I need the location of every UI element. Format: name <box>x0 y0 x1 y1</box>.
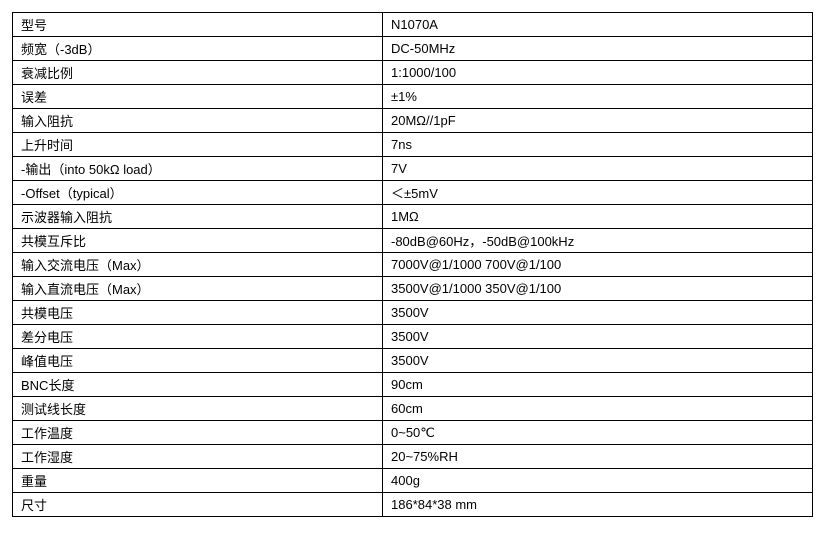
spec-value: 20~75%RH <box>383 445 813 469</box>
spec-label: 共模互斥比 <box>13 229 383 253</box>
spec-value: ±1% <box>383 85 813 109</box>
table-row: 输入阻抗 20MΩ//1pF <box>13 109 813 133</box>
spec-label: BNC长度 <box>13 373 383 397</box>
table-row: 频宽（-3dB） DC-50MHz <box>13 37 813 61</box>
table-row: 上升时间 7ns <box>13 133 813 157</box>
spec-value: 3500V <box>383 301 813 325</box>
spec-label: 误差 <box>13 85 383 109</box>
table-row: 输入交流电压（Max） 7000V@1/1000 700V@1/100 <box>13 253 813 277</box>
table-row: -输出（into 50kΩ load） 7V <box>13 157 813 181</box>
spec-label: 输入阻抗 <box>13 109 383 133</box>
spec-label: 尺寸 <box>13 493 383 517</box>
table-row: 输入直流电压（Max） 3500V@1/1000 350V@1/100 <box>13 277 813 301</box>
spec-label: 峰值电压 <box>13 349 383 373</box>
table-row: 示波器输入阻抗 1MΩ <box>13 205 813 229</box>
spec-value: 1:1000/100 <box>383 61 813 85</box>
spec-value: 0~50℃ <box>383 421 813 445</box>
spec-label: 工作湿度 <box>13 445 383 469</box>
spec-label: 频宽（-3dB） <box>13 37 383 61</box>
spec-value: 1MΩ <box>383 205 813 229</box>
spec-value: DC-50MHz <box>383 37 813 61</box>
spec-value: 20MΩ//1pF <box>383 109 813 133</box>
table-row: -Offset（typical） ＜±5mV <box>13 181 813 205</box>
table-row: 峰值电压 3500V <box>13 349 813 373</box>
spec-value: -80dB@60Hz，-50dB@100kHz <box>383 229 813 253</box>
spec-label: 衰减比例 <box>13 61 383 85</box>
spec-value: 3500V@1/1000 350V@1/100 <box>383 277 813 301</box>
spec-value: 60cm <box>383 397 813 421</box>
table-row: BNC长度 90cm <box>13 373 813 397</box>
spec-label: 型号 <box>13 13 383 37</box>
table-row: 工作温度 0~50℃ <box>13 421 813 445</box>
table-row: 测试线长度 60cm <box>13 397 813 421</box>
spec-label: 差分电压 <box>13 325 383 349</box>
spec-value: 3500V <box>383 349 813 373</box>
spec-value: 90cm <box>383 373 813 397</box>
table-row: 重量 400g <box>13 469 813 493</box>
spec-value: 3500V <box>383 325 813 349</box>
table-row: 共模互斥比 -80dB@60Hz，-50dB@100kHz <box>13 229 813 253</box>
table-row: 型号 N1070A <box>13 13 813 37</box>
table-row: 误差 ±1% <box>13 85 813 109</box>
spec-value: 7V <box>383 157 813 181</box>
spec-label: -输出（into 50kΩ load） <box>13 157 383 181</box>
spec-value: 186*84*38 mm <box>383 493 813 517</box>
spec-value: 7ns <box>383 133 813 157</box>
table-row: 衰减比例 1:1000/100 <box>13 61 813 85</box>
spec-label: 上升时间 <box>13 133 383 157</box>
spec-label: 共模电压 <box>13 301 383 325</box>
spec-label: 输入直流电压（Max） <box>13 277 383 301</box>
spec-value: N1070A <box>383 13 813 37</box>
spec-value: ＜±5mV <box>383 181 813 205</box>
spec-label: 工作温度 <box>13 421 383 445</box>
table-row: 差分电压 3500V <box>13 325 813 349</box>
spec-label: 输入交流电压（Max） <box>13 253 383 277</box>
spec-label: 重量 <box>13 469 383 493</box>
spec-table-body: 型号 N1070A 频宽（-3dB） DC-50MHz 衰减比例 1:1000/… <box>13 13 813 517</box>
table-row: 尺寸 186*84*38 mm <box>13 493 813 517</box>
table-row: 共模电压 3500V <box>13 301 813 325</box>
spec-value: 7000V@1/1000 700V@1/100 <box>383 253 813 277</box>
spec-label: 测试线长度 <box>13 397 383 421</box>
spec-label: -Offset（typical） <box>13 181 383 205</box>
spec-table: 型号 N1070A 频宽（-3dB） DC-50MHz 衰减比例 1:1000/… <box>12 12 813 517</box>
spec-label: 示波器输入阻抗 <box>13 205 383 229</box>
table-row: 工作湿度 20~75%RH <box>13 445 813 469</box>
spec-value: 400g <box>383 469 813 493</box>
